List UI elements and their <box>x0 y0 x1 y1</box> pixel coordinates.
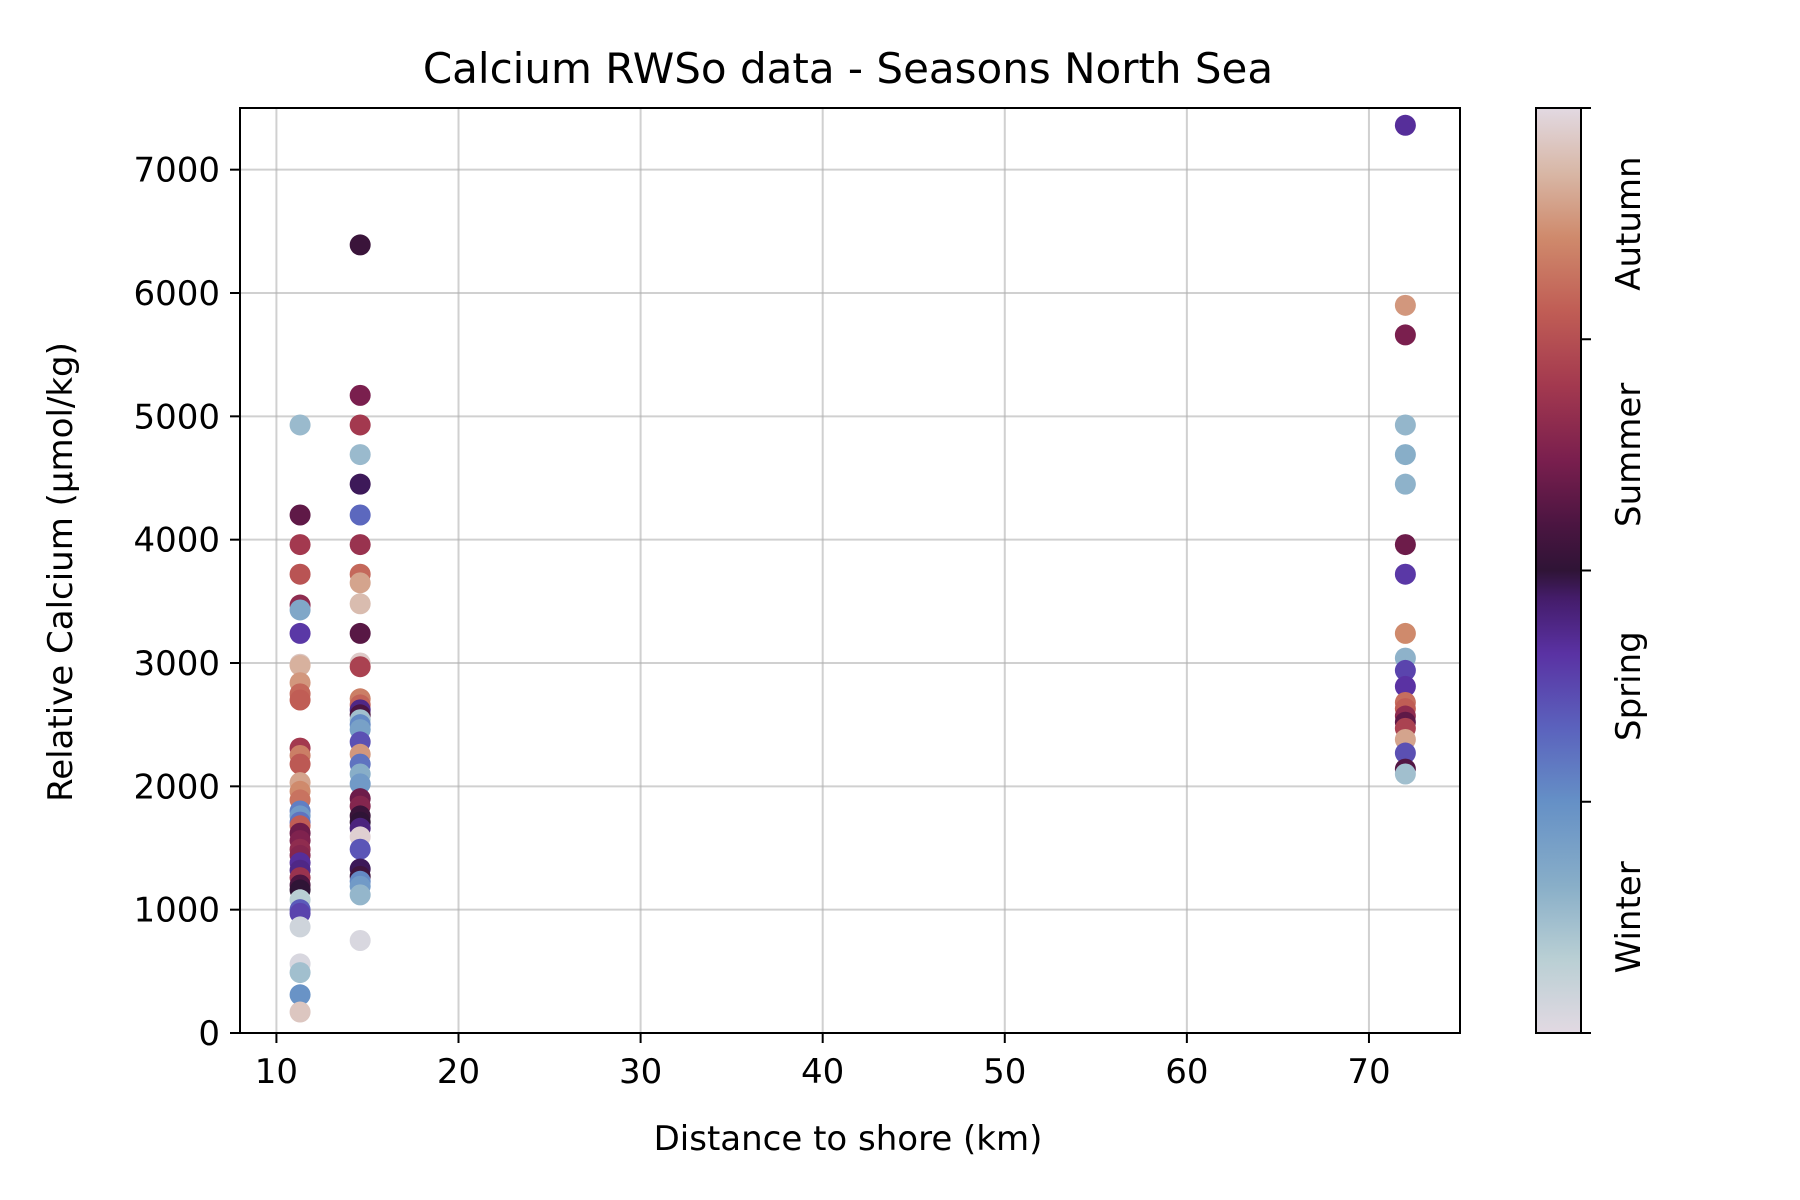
data-point <box>349 773 371 795</box>
y-tick-label: 7000 <box>133 151 220 191</box>
colorbar-label-spring: Spring <box>1609 631 1649 741</box>
data-point <box>1394 324 1416 346</box>
x-axis-ticks: 10 20 30 40 50 60 70 <box>255 1033 1391 1092</box>
data-point <box>349 504 371 526</box>
data-point <box>349 234 371 256</box>
data-points <box>289 114 1416 1023</box>
chart-title: Calcium RWSo data - Seasons North Sea <box>423 44 1273 93</box>
grid <box>240 108 1460 1034</box>
data-point <box>289 599 311 621</box>
data-point <box>1394 659 1416 681</box>
colorbar-label-summer: Summer <box>1609 383 1649 527</box>
data-point <box>289 962 311 984</box>
y-tick-label: 4000 <box>133 521 220 561</box>
x-tick-label: 20 <box>437 1052 480 1092</box>
x-axis-label: Distance to shore (km) <box>654 1119 1043 1159</box>
data-point <box>1394 114 1416 136</box>
data-point <box>1394 294 1416 316</box>
data-point <box>349 593 371 615</box>
data-point <box>289 534 311 556</box>
x-tick-label: 60 <box>1165 1052 1208 1092</box>
colorbar-label-autumn: Autumn <box>1609 156 1649 290</box>
colorbar-labels: Winter Spring Summer Autumn <box>1609 156 1649 973</box>
data-point <box>289 654 311 676</box>
data-point <box>349 572 371 594</box>
y-tick-label: 6000 <box>133 274 220 314</box>
data-point <box>349 656 371 678</box>
data-point <box>1394 675 1416 697</box>
y-tick-label: 0 <box>198 1014 220 1054</box>
data-point <box>289 622 311 644</box>
plot-frame <box>239 107 1461 1034</box>
data-point <box>1394 414 1416 436</box>
data-point <box>289 1001 311 1023</box>
y-tick-label: 2000 <box>133 767 220 807</box>
data-point <box>1394 473 1416 495</box>
data-point <box>1394 742 1416 764</box>
y-tick-label: 5000 <box>133 397 220 437</box>
x-tick-label: 30 <box>619 1052 662 1092</box>
data-point <box>349 384 371 406</box>
data-point <box>349 884 371 906</box>
data-point <box>1394 444 1416 466</box>
data-point <box>289 414 311 436</box>
data-point <box>349 414 371 436</box>
x-tick-label: 50 <box>983 1052 1026 1092</box>
data-point <box>1394 563 1416 585</box>
data-point <box>349 444 371 466</box>
data-point <box>349 473 371 495</box>
data-point <box>1394 763 1416 785</box>
data-point <box>289 504 311 526</box>
y-tick-label: 3000 <box>133 644 220 684</box>
data-point <box>289 916 311 938</box>
data-point <box>349 838 371 860</box>
data-point <box>1394 534 1416 556</box>
colorbar <box>1535 107 1582 1034</box>
y-axis-label: Relative Calcium (µmol/kg) <box>41 342 81 802</box>
x-tick-label: 10 <box>255 1052 298 1092</box>
data-point <box>289 689 311 711</box>
data-point <box>349 534 371 556</box>
x-tick-label: 40 <box>801 1052 844 1092</box>
data-point <box>289 753 311 775</box>
y-tick-label: 1000 <box>133 891 220 931</box>
data-point <box>349 622 371 644</box>
data-point <box>349 930 371 951</box>
y-axis-ticks: 0 1000 2000 3000 4000 5000 6000 7000 <box>133 151 240 1054</box>
colorbar-label-winter: Winter <box>1609 861 1649 973</box>
data-point <box>1394 622 1416 644</box>
x-tick-label: 70 <box>1347 1052 1390 1092</box>
data-point <box>289 984 311 1006</box>
colorbar-ticks <box>1581 107 1591 1034</box>
data-point <box>289 563 311 585</box>
